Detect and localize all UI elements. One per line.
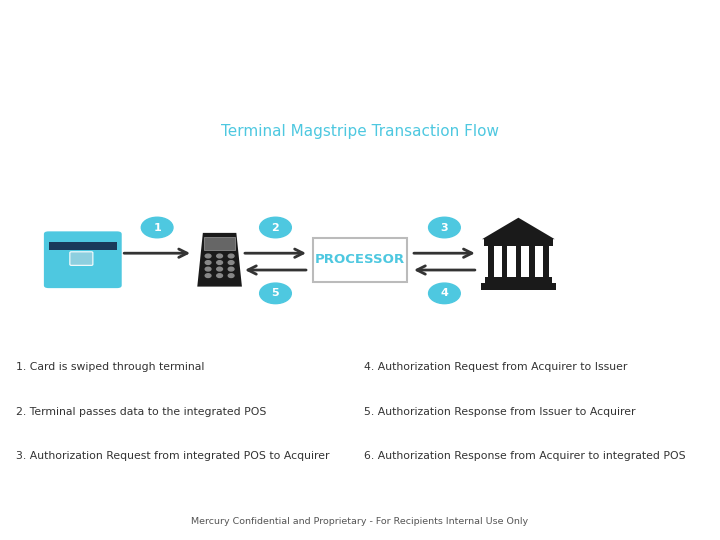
Circle shape [228, 274, 234, 278]
FancyBboxPatch shape [313, 238, 407, 282]
FancyBboxPatch shape [49, 242, 117, 250]
Text: 1. Card is swiped through terminal: 1. Card is swiped through terminal [16, 362, 204, 372]
Text: 4. Authorization Request from Acquirer to Issuer: 4. Authorization Request from Acquirer t… [364, 362, 627, 372]
FancyBboxPatch shape [544, 245, 549, 278]
Text: 5: 5 [271, 288, 279, 299]
Circle shape [141, 217, 173, 238]
Polygon shape [482, 218, 554, 239]
FancyBboxPatch shape [204, 237, 235, 251]
Circle shape [217, 254, 222, 258]
Circle shape [205, 267, 211, 271]
Text: 2: 2 [271, 222, 279, 233]
Circle shape [428, 283, 460, 303]
Circle shape [428, 217, 460, 238]
Text: 4: 4 [441, 288, 449, 299]
FancyBboxPatch shape [70, 252, 93, 265]
Circle shape [228, 261, 234, 265]
FancyBboxPatch shape [502, 245, 508, 278]
Text: 3: 3 [441, 222, 449, 233]
Text: 6. Authorization Response from Acquirer to integrated POS: 6. Authorization Response from Acquirer … [364, 451, 685, 461]
Text: PROCESSOR: PROCESSOR [315, 253, 405, 266]
Text: EMV Transaction Flow: MagStripe vs EMV: EMV Transaction Flow: MagStripe vs EMV [25, 26, 703, 54]
FancyBboxPatch shape [529, 245, 535, 278]
FancyBboxPatch shape [488, 245, 494, 278]
Circle shape [205, 261, 211, 265]
Circle shape [217, 274, 222, 278]
FancyBboxPatch shape [43, 231, 122, 289]
FancyBboxPatch shape [481, 283, 556, 290]
Circle shape [217, 267, 222, 271]
FancyBboxPatch shape [484, 239, 553, 246]
Circle shape [217, 261, 222, 265]
FancyBboxPatch shape [516, 245, 521, 278]
Text: Mercury Confidential and Proprietary - For Recipients Internal Use Only: Mercury Confidential and Proprietary - F… [192, 517, 528, 526]
Polygon shape [197, 233, 242, 287]
Circle shape [228, 254, 234, 258]
FancyBboxPatch shape [485, 276, 552, 284]
Text: 1: 1 [153, 222, 161, 233]
Text: 2. Terminal passes data to the integrated POS: 2. Terminal passes data to the integrate… [16, 407, 266, 416]
Circle shape [260, 217, 292, 238]
Text: Terminal Magstripe Transaction Flow: Terminal Magstripe Transaction Flow [221, 124, 499, 139]
Text: 5. Authorization Response from Issuer to Acquirer: 5. Authorization Response from Issuer to… [364, 407, 635, 416]
Circle shape [260, 283, 292, 303]
Circle shape [228, 267, 234, 271]
Text: 3. Authorization Request from integrated POS to Acquirer: 3. Authorization Request from integrated… [16, 451, 329, 461]
Circle shape [205, 254, 211, 258]
Circle shape [205, 274, 211, 278]
